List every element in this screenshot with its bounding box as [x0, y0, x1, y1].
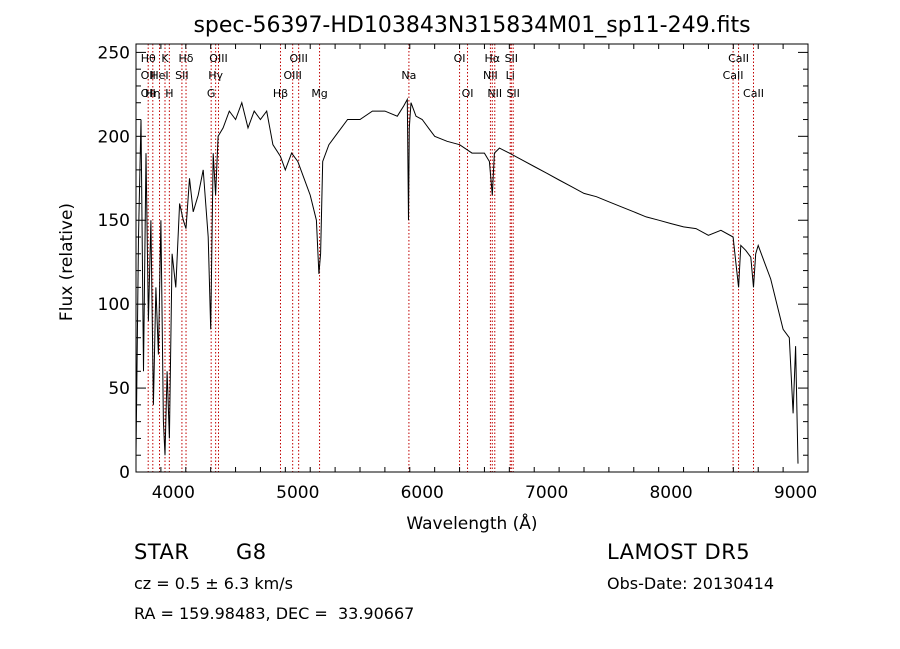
line-marker-label: SII — [505, 52, 518, 65]
x-tick-label: 9000 — [774, 483, 817, 503]
line-marker-label: CaII — [723, 69, 744, 82]
plot-frame — [135, 43, 809, 473]
line-marker-label: CaII — [728, 52, 749, 65]
line-marker-label: Hδ — [179, 52, 194, 65]
line-marker-label: NII — [483, 69, 498, 82]
line-marker-label: OII — [141, 87, 156, 100]
x-axis-ticks: 4000 5000 6000 7000 8000 9000 — [135, 44, 817, 503]
x-tick-label: 8000 — [649, 483, 692, 503]
line-marker-label: OII — [141, 69, 156, 82]
line-marker-label: SII — [175, 69, 188, 82]
chart-title: spec-56397-HD103843N315834M01_sp11-249.f… — [193, 13, 750, 38]
line-marker-label: OI — [454, 52, 466, 65]
x-axis-label: Wavelength (Å) — [406, 512, 537, 534]
line-marker-label: Mg — [311, 87, 327, 100]
velocity-readout: cz = 0.5 ± 6.3 km/s — [134, 574, 293, 593]
y-axis-label: Flux (relative) — [57, 203, 77, 321]
line-marker-label: G — [207, 87, 216, 100]
line-marker-label: CaII — [743, 87, 764, 100]
y-tick-label: 250 — [98, 43, 130, 63]
line-marker-label: NII — [487, 87, 502, 100]
y-tick-label: 0 — [119, 463, 130, 483]
y-tick-label: 50 — [108, 379, 130, 399]
line-marker-label: HeI — [150, 69, 168, 82]
line-marker-label: OIII — [283, 69, 301, 82]
object-class: STAR — [134, 540, 190, 564]
line-marker-labels: HθOIIOIIHηHeIKHSIIHδGHγOIIIHβOIIIOIIIMgN… — [141, 52, 764, 100]
coordinates: RA = 159.98483, DEC = 33.90667 — [134, 604, 415, 623]
line-marker-label: Hβ — [273, 87, 288, 100]
spectrum-line — [135, 97, 799, 464]
x-tick-label: 7000 — [525, 483, 568, 503]
line-marker-label: Hγ — [208, 69, 223, 82]
spectral-subclass: G8 — [236, 540, 267, 564]
line-marker-label: SII — [506, 87, 519, 100]
x-tick-label: 4000 — [152, 483, 195, 503]
x-tick-label: 6000 — [401, 483, 444, 503]
line-marker-label: OIII — [289, 52, 307, 65]
line-markers — [147, 44, 754, 472]
line-marker-label: Hθ — [141, 52, 156, 65]
y-axis-ticks: 0 50 100 150 200 250 — [98, 43, 808, 483]
x-tick-label: 5000 — [276, 483, 319, 503]
line-marker-label: OIII — [209, 52, 227, 65]
y-tick-label: 100 — [98, 295, 130, 315]
line-marker-label: Li — [506, 69, 515, 82]
line-marker-label: OI — [462, 87, 474, 100]
obs-date: Obs-Date: 20130414 — [607, 574, 775, 593]
line-marker-label: Hη — [145, 87, 160, 100]
line-marker-label: Hα — [485, 52, 501, 65]
line-marker-label: K — [161, 52, 169, 65]
line-marker-label: Na — [401, 69, 416, 82]
y-tick-label: 150 — [98, 211, 130, 231]
line-marker-label: H — [165, 87, 173, 100]
survey-name: LAMOST DR5 — [607, 540, 751, 564]
y-tick-label: 200 — [98, 127, 130, 147]
